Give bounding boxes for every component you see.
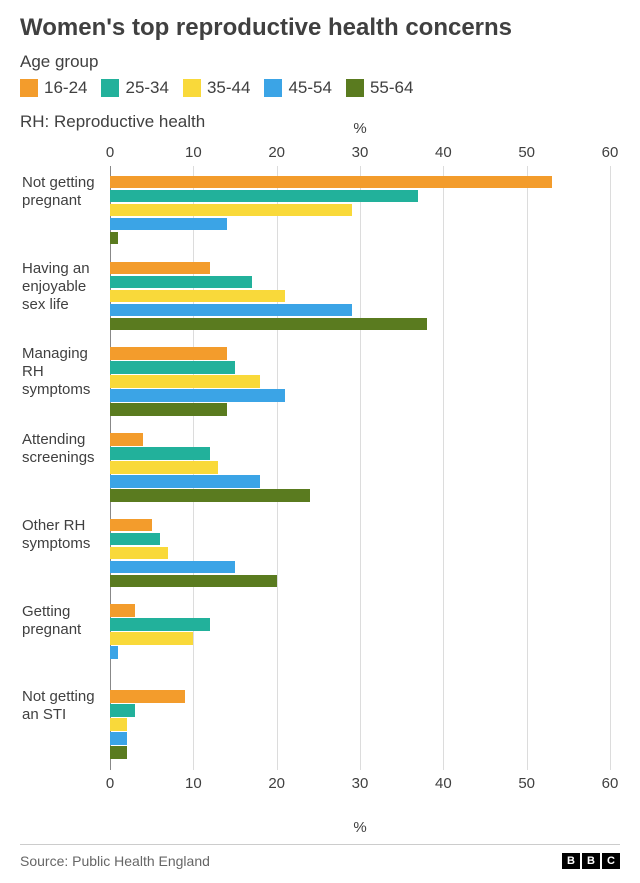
legend-swatch (264, 79, 282, 97)
legend-item: 25-34 (101, 78, 168, 98)
bar (110, 375, 260, 388)
x-tick: 60 (602, 144, 619, 161)
bar (110, 575, 277, 588)
x-tick: 30 (352, 144, 369, 161)
legend-label: 25-34 (125, 78, 168, 98)
bar (110, 519, 152, 532)
bar (110, 232, 118, 245)
source-text: Source: Public Health England (20, 853, 210, 869)
x-axis-label-bottom: % (353, 819, 366, 836)
bar (110, 447, 210, 460)
bar-group: Managing RH symptoms (110, 339, 610, 425)
bar (110, 218, 227, 231)
bar (110, 646, 118, 659)
bar (110, 347, 227, 360)
legend-swatch (346, 79, 364, 97)
bar (110, 475, 260, 488)
category-label: Having an enjoyable sex life (22, 260, 110, 314)
bar (110, 262, 210, 275)
bar (110, 461, 218, 474)
chart-title: Women's top reproductive health concerns (20, 14, 620, 42)
legend-item: 45-54 (264, 78, 331, 98)
x-tick: 60 (602, 775, 619, 792)
bar (110, 604, 135, 617)
bar (110, 632, 193, 645)
bar (110, 561, 235, 574)
footer: Source: Public Health England BBC (20, 844, 620, 869)
bar (110, 290, 285, 303)
bar (110, 533, 160, 546)
category-label: Managing RH symptoms (22, 345, 110, 399)
bbc-logo: BBC (562, 853, 620, 869)
bar (110, 318, 427, 331)
x-tick: 40 (435, 144, 452, 161)
category-label: Not getting an STI (22, 688, 110, 724)
bar (110, 732, 127, 745)
x-tick: 0 (106, 775, 114, 792)
plot-area: % 0102030405060 0102030405060 Not gettin… (110, 138, 610, 798)
bar (110, 690, 185, 703)
legend-item: 16-24 (20, 78, 87, 98)
x-tick: 40 (435, 775, 452, 792)
x-axis-label-top: % (353, 120, 366, 137)
bar-groups: Not getting pregnantHaving an enjoyable … (110, 168, 610, 768)
bar (110, 304, 352, 317)
legend-title: Age group (20, 52, 620, 72)
bar-group: Other RH symptoms (110, 511, 610, 597)
legend: 16-24 25-34 35-44 45-54 55-64 (20, 78, 620, 98)
legend-label: 45-54 (288, 78, 331, 98)
x-tick: 10 (185, 775, 202, 792)
x-tick: 20 (268, 144, 285, 161)
bar (110, 190, 418, 203)
legend-item: 55-64 (346, 78, 413, 98)
bar (110, 176, 552, 189)
gridline (610, 166, 611, 770)
bar (110, 276, 252, 289)
bar (110, 618, 210, 631)
legend-label: 16-24 (44, 78, 87, 98)
legend-swatch (101, 79, 119, 97)
x-tick: 50 (518, 144, 535, 161)
bar (110, 547, 168, 560)
bar (110, 204, 352, 217)
x-tick: 20 (268, 775, 285, 792)
legend-swatch (183, 79, 201, 97)
legend-label: 35-44 (207, 78, 250, 98)
bar-group: Attending screenings (110, 425, 610, 511)
legend-item: 35-44 (183, 78, 250, 98)
chart-container: Women's top reproductive health concerns… (0, 0, 640, 883)
x-tick: 50 (518, 775, 535, 792)
legend-label: 55-64 (370, 78, 413, 98)
bar (110, 403, 227, 416)
chart-subtitle: RH: Reproductive health (20, 112, 620, 132)
bar (110, 433, 143, 446)
category-label: Getting pregnant (22, 603, 110, 639)
bar-group: Not getting pregnant (110, 168, 610, 254)
category-label: Not getting pregnant (22, 174, 110, 210)
bbc-logo-box: B (562, 853, 580, 869)
bbc-logo-box: B (582, 853, 600, 869)
bar-group: Getting pregnant (110, 597, 610, 683)
bar (110, 718, 127, 731)
bar (110, 361, 235, 374)
x-tick: 30 (352, 775, 369, 792)
legend-swatch (20, 79, 38, 97)
x-tick: 0 (106, 144, 114, 161)
x-tick: 10 (185, 144, 202, 161)
bar (110, 746, 127, 759)
category-label: Attending screenings (22, 431, 110, 467)
bar (110, 389, 285, 402)
bbc-logo-box: C (602, 853, 620, 869)
bar-group: Having an enjoyable sex life (110, 254, 610, 340)
category-label: Other RH symptoms (22, 517, 110, 553)
bar (110, 704, 135, 717)
bar-group: Not getting an STI (110, 682, 610, 768)
bar (110, 489, 310, 502)
